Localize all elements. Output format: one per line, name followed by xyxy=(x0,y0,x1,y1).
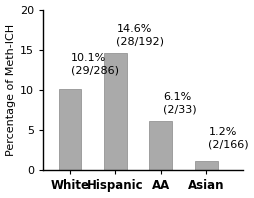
Y-axis label: Percentage of Meth-ICH: Percentage of Meth-ICH xyxy=(6,24,15,156)
Bar xyxy=(149,121,171,170)
Text: 14.6%
(28/192): 14.6% (28/192) xyxy=(116,24,164,47)
Bar xyxy=(58,89,81,170)
Bar xyxy=(194,161,217,170)
Text: 6.1%
(2/33): 6.1% (2/33) xyxy=(163,92,196,114)
Text: 10.1%
(29/286): 10.1% (29/286) xyxy=(71,53,119,75)
Bar xyxy=(104,53,126,170)
Text: 1.2%
(2/166): 1.2% (2/166) xyxy=(208,127,248,149)
